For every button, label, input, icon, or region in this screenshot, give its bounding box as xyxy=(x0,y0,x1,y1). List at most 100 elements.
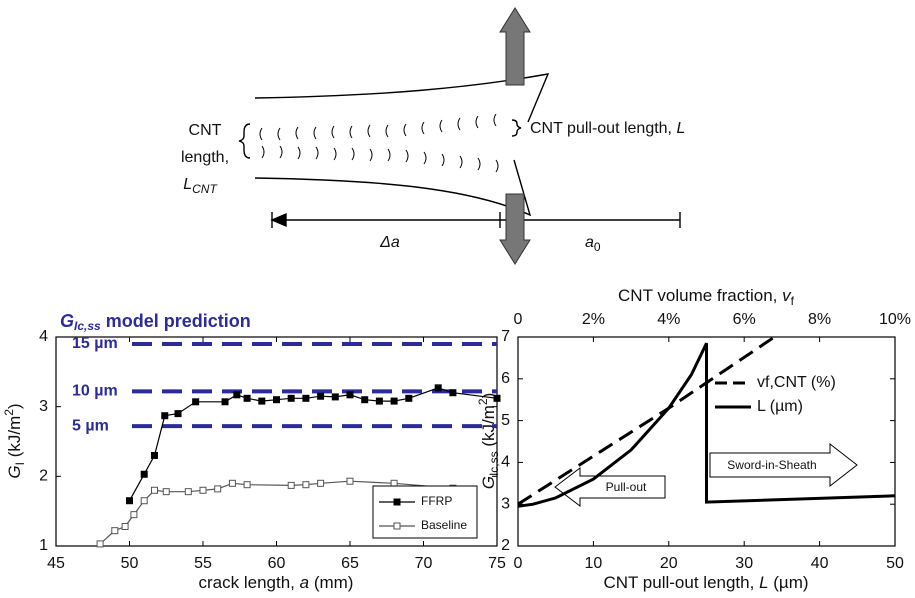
data-point xyxy=(174,410,182,418)
arrowhead xyxy=(270,212,287,228)
data-point xyxy=(150,486,158,494)
data-point xyxy=(243,394,251,402)
data-point xyxy=(361,396,369,404)
data-point xyxy=(331,393,339,401)
data-point xyxy=(434,384,442,392)
y-tick-label: 7 xyxy=(501,328,510,345)
data-point xyxy=(287,394,295,402)
data-point xyxy=(258,397,266,405)
data-point xyxy=(493,394,501,402)
data-point xyxy=(375,397,383,405)
x2-tick-label: 0 xyxy=(514,311,523,328)
data-point xyxy=(302,481,310,489)
legend-label: FFRP xyxy=(421,494,452,508)
diagram-label: a0 xyxy=(585,234,601,254)
annotation: Pull-out xyxy=(606,480,647,494)
brace xyxy=(511,119,522,137)
subscript: Ic,ss xyxy=(487,451,501,476)
y-tick-label: 1 xyxy=(39,537,48,554)
diagram-label: LCNT xyxy=(183,176,218,196)
text: CNT pull-out length, xyxy=(530,120,676,137)
data-point xyxy=(449,389,457,397)
series-line xyxy=(517,335,776,506)
series-line xyxy=(517,342,896,508)
x-tick-label: 50 xyxy=(121,555,139,572)
text: ) xyxy=(479,393,498,399)
diagram-label: CNT pull-out length, L xyxy=(530,120,685,137)
upper-arm xyxy=(254,73,550,123)
diagram-label: Δa xyxy=(379,234,400,251)
x-tick-label: 75 xyxy=(488,555,506,572)
data-point xyxy=(150,451,158,459)
y-tick-label: 2 xyxy=(39,468,48,485)
legend-label: Baseline xyxy=(421,518,467,532)
text: crack length, xyxy=(199,573,300,592)
symbol: a xyxy=(585,234,594,251)
annotation-arrow xyxy=(709,442,858,488)
y-tick-label: 4 xyxy=(39,328,48,345)
data-point xyxy=(121,522,129,530)
x2-tick-label: 2% xyxy=(582,311,605,328)
diagram-label: length, xyxy=(181,149,229,166)
y-tick-label: 4 xyxy=(501,454,510,471)
x-tick-label: 40 xyxy=(811,555,829,572)
symbol: G xyxy=(479,476,498,489)
data-point xyxy=(243,481,251,489)
data-point xyxy=(184,488,192,496)
data-point xyxy=(161,412,169,420)
subscript: CNT xyxy=(192,182,218,196)
annotation-arrow xyxy=(554,466,666,508)
data-point xyxy=(317,479,325,487)
y-axis-label: GIc,ss (kJ/m2) xyxy=(476,393,501,490)
x-tick-label: 70 xyxy=(415,555,433,572)
symbol: a xyxy=(300,573,309,592)
legend-marker xyxy=(393,522,401,530)
data-point xyxy=(390,479,398,487)
legend-label: L (µm) xyxy=(757,398,803,415)
legend-label: vf,CNT (%) xyxy=(757,374,836,391)
x2-tick-label: 6% xyxy=(733,311,756,328)
y-tick-label: 3 xyxy=(39,398,48,415)
symbol: L xyxy=(759,573,768,592)
data-point xyxy=(140,470,148,478)
data-point xyxy=(96,540,104,548)
x2-axis-label: CNT volume fraction, vf xyxy=(618,286,795,308)
data-point xyxy=(233,391,241,399)
y-axis-label: GI (kJ/m2) xyxy=(2,403,27,478)
reference-label: 15 µm xyxy=(72,335,118,352)
text: (µm) xyxy=(769,573,809,592)
reference-label: 10 µm xyxy=(72,383,118,400)
text: model prediction xyxy=(101,311,251,331)
load-arrow xyxy=(499,193,531,265)
data-point xyxy=(346,477,354,485)
y-tick-label: 6 xyxy=(501,370,510,387)
x-tick-label: 45 xyxy=(47,555,65,572)
legend-marker xyxy=(393,498,401,506)
fibers xyxy=(259,113,499,173)
y-tick-label: 2 xyxy=(501,537,510,554)
text: CNT volume fraction, xyxy=(618,286,782,305)
data-point xyxy=(273,396,280,404)
data-point xyxy=(317,392,325,400)
x-tick-label: 50 xyxy=(886,555,904,572)
data-point xyxy=(228,479,236,487)
diagram-label: CNT xyxy=(189,122,222,139)
data-point xyxy=(130,511,138,519)
x2-tick-label: 10% xyxy=(879,311,911,328)
text: (kJ/m xyxy=(5,416,24,462)
x-tick-label: 55 xyxy=(194,555,212,572)
data-point xyxy=(405,394,413,402)
superscript: 2 xyxy=(2,409,16,416)
text: (kJ/m xyxy=(479,405,498,451)
brace xyxy=(238,123,251,159)
chart-title: GIc,ss model prediction xyxy=(60,311,251,333)
symbol: L xyxy=(183,176,192,193)
legend-box xyxy=(372,485,478,539)
superscript: 2 xyxy=(476,398,490,405)
symbol: v xyxy=(782,286,792,305)
subscript: 0 xyxy=(594,240,601,254)
plot-frame xyxy=(517,336,896,547)
data-point xyxy=(346,391,354,399)
y-tick-label: 3 xyxy=(501,495,510,512)
